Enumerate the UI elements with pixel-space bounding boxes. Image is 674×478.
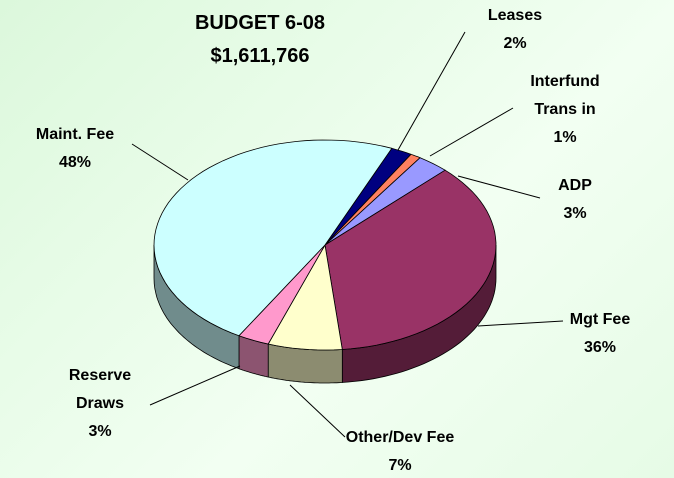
chart-subtitle: $1,611,766 xyxy=(210,45,310,67)
leader-line xyxy=(131,143,189,181)
slice-label: ADP xyxy=(558,177,592,194)
leader-line xyxy=(429,107,514,157)
pie-slice xyxy=(153,139,393,337)
slice-label: Leases xyxy=(487,7,543,24)
slice-label: Mgt Fee xyxy=(569,311,631,328)
slice-value-label: 3% xyxy=(88,423,112,440)
leader-line xyxy=(289,384,346,438)
slice-label: Reserve Draws xyxy=(68,367,132,412)
slice-value-label: 48% xyxy=(58,154,92,171)
pie-slice xyxy=(324,169,497,350)
leader-line xyxy=(397,31,466,151)
pie-slice xyxy=(267,243,343,351)
slice-value-label: 1% xyxy=(553,129,577,146)
slice-value-label: 2% xyxy=(503,35,527,52)
leader-line xyxy=(477,320,564,327)
leader-line xyxy=(457,175,541,199)
slice-value-label: 3% xyxy=(563,205,587,222)
slice-label: Maint. Fee xyxy=(35,126,115,143)
chart-title: BUDGET 6-08 xyxy=(194,12,326,34)
slice-label: Interfund Trans in xyxy=(530,73,600,118)
slice-value-label: 36% xyxy=(583,339,617,356)
slice-value-label: 7% xyxy=(388,457,412,474)
slice-label: Other/Dev Fee xyxy=(345,429,455,446)
leader-line xyxy=(149,365,241,406)
